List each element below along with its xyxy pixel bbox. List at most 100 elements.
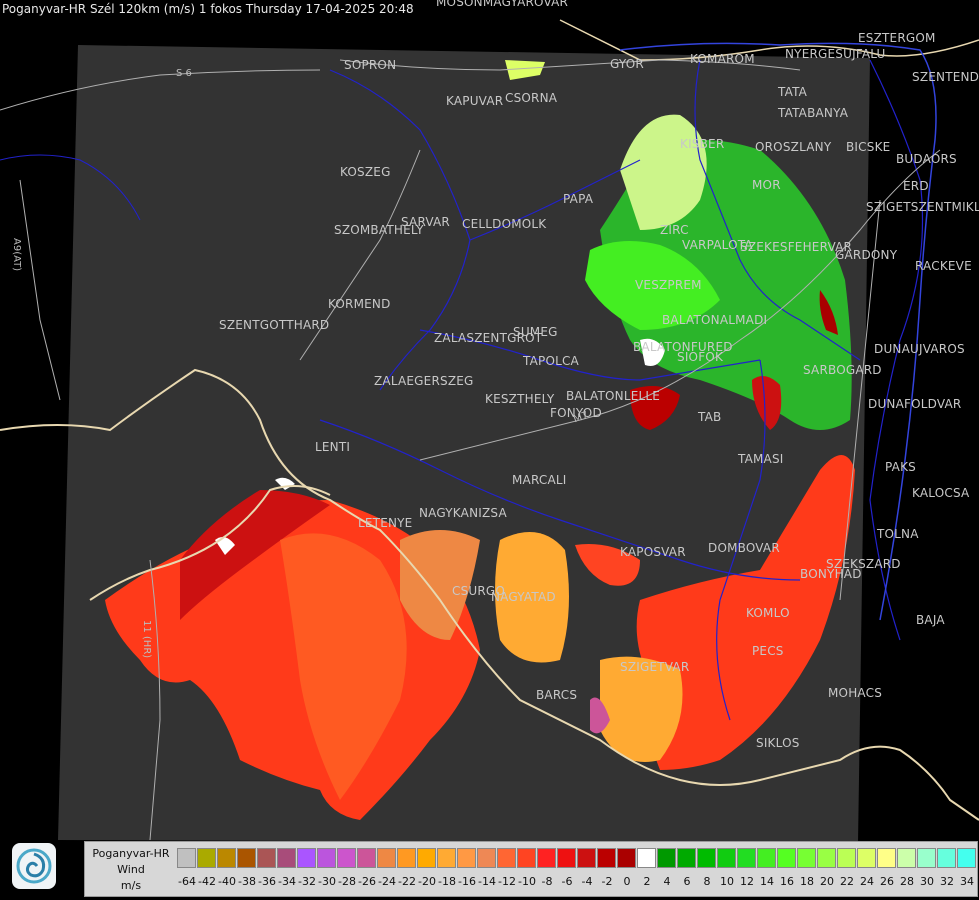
legend-ticks: -64 -42 -40 -38 -36 -34 -32 -30 -28 -26 -24 -22 -20-… [177, 875, 979, 888]
legend-tick-label: -40 [218, 875, 236, 888]
place-label-balatonfured: BALATONFURED [633, 340, 733, 354]
wind-echo-red-center [630, 386, 680, 430]
place-label-komarom: KOMAROM [690, 52, 755, 66]
legend-swatch [377, 848, 396, 868]
place-label-sumeg: SUMEG [513, 325, 558, 339]
place-label-fonyod: FONYOD [550, 406, 602, 420]
swirl-logo-icon [16, 848, 52, 884]
legend-swatch [737, 848, 756, 868]
place-label-marcali: MARCALI [512, 473, 567, 487]
place-label-mor: MOR [752, 178, 781, 192]
place-label-mosonmagyarovar: MOSONMAGYAROVAR [436, 0, 569, 9]
legend-swatch [817, 848, 836, 868]
place-label-kaposvar: KAPOSVAR [620, 545, 686, 559]
place-label-nagyatad: NAGYATAD [491, 590, 556, 604]
road-label-s6: S 6 [176, 68, 192, 79]
place-label-szigetszentmiklos: SZIGETSZENTMIKLOS [866, 200, 979, 214]
legend-swatch [857, 848, 876, 868]
place-label-barcs: BARCS [536, 688, 578, 702]
legend-tick-label: -42 [198, 875, 216, 888]
legend-swatch [177, 848, 196, 868]
legend-swatch [617, 848, 636, 868]
wind-echo-orange-nagyatad [495, 532, 569, 663]
legend-swatch [337, 848, 356, 868]
wind-echo-darkred-ne [819, 290, 838, 335]
place-label-kisber: KISBER [680, 137, 725, 151]
legend-swatch [197, 848, 216, 868]
place-label-celldomolk: CELLDOMOLK [462, 217, 547, 231]
legend-swatch [457, 848, 476, 868]
wind-echo-white-2 [215, 536, 235, 555]
place-label-papa: PAPA [563, 192, 594, 206]
country-border [0, 368, 979, 821]
legend-quantity: Wind [117, 863, 145, 876]
legend-swatch [437, 848, 456, 868]
legend-swatch [417, 848, 436, 868]
legend-tick-label: 30 [920, 875, 934, 888]
wind-echo-lightgreen [620, 114, 707, 230]
wind-echo-red-se [636, 455, 855, 770]
wind-echo-orange-sw [280, 533, 407, 800]
place-label-mohacs: MOHACS [828, 686, 883, 700]
legend-tick-label: -2 [601, 875, 613, 888]
legend-swatch [777, 848, 796, 868]
place-label-gardony: GARDONY [835, 248, 898, 262]
place-label-bonyhad: BONYHAD [800, 567, 862, 581]
place-label-paks: PAKS [885, 460, 916, 474]
place-label-kalocsa: KALOCSA [912, 486, 970, 500]
legend-tick-label: -32 [298, 875, 316, 888]
place-label-szekszard: SZEKSZARD [826, 557, 901, 571]
place-label-siofok: SIOFOK [677, 350, 724, 364]
legend-tick-label: -4 [581, 875, 593, 888]
legend-tick-label: -8 [541, 875, 553, 888]
place-label-kormend: KORMEND [328, 297, 391, 311]
place-label-sarbogard: SARBOGARD [803, 363, 882, 377]
place-label-zalaegerszeg: ZALAEGERSZEG [374, 374, 474, 388]
county-border-7 [869, 59, 924, 641]
legend-swatch [697, 848, 716, 868]
wind-echo-purple [590, 697, 610, 734]
legend-swatch [257, 848, 276, 868]
place-label-pecs: PECS [752, 644, 784, 658]
county-border-6 [716, 359, 766, 721]
legend-caption: Poganyvar-HR Wind m/s [85, 846, 177, 894]
legend-tick-label: -20 [418, 875, 436, 888]
road-m86 [299, 149, 421, 361]
legend-swatch [357, 848, 376, 868]
place-label-budaors: BUDAORS [896, 152, 957, 166]
place-label-oroszlany: OROSZLANY [755, 140, 832, 154]
road-hr [149, 559, 161, 841]
legend-tick-label: 22 [840, 875, 854, 888]
place-label-siklos: SIKLOS [756, 736, 800, 750]
place-label-szigetvar: SZIGETVAR [620, 660, 690, 674]
river-danube [619, 42, 937, 621]
place-label-letenye: LETENYE [358, 516, 413, 530]
legend-tick-label: 8 [703, 875, 711, 888]
wind-echo-brightgreen [585, 241, 720, 330]
place-label-komlo: KOMLO [746, 606, 790, 620]
county-border-8 [0, 154, 141, 221]
road-m1 [339, 59, 801, 71]
place-label-csorna: CSORNA [505, 91, 558, 105]
legend-tick-label: -22 [398, 875, 416, 888]
radar-title: Poganyvar-HR Szél 120km (m/s) 1 fokos Th… [2, 2, 414, 16]
legend-tick-label: 12 [740, 875, 754, 888]
place-label-szombathely: SZOMBATHELY [334, 223, 424, 237]
met-service-logo [12, 843, 56, 889]
legend-swatch [957, 848, 976, 868]
place-label-tolna: TOLNA [877, 527, 919, 541]
county-border-4 [319, 419, 801, 581]
place-label-veszprem: VESZPREM [635, 278, 702, 292]
legend-tick-label: -38 [238, 875, 256, 888]
place-label-tamasi: TAMASI [738, 452, 784, 466]
county-border-5 [694, 59, 861, 361]
legend-swatch [297, 848, 316, 868]
legend-tick-label: 2 [643, 875, 651, 888]
place-label-balatonlelle: BALATONLELLE [566, 389, 661, 403]
place-label-nyergesujfalu: NYERGESUJFALU [785, 47, 886, 61]
country-border-hr [89, 485, 331, 601]
place-label-szekesfehervar: SZEKESFEHERVAR [740, 240, 853, 254]
legend-tick-label: -10 [518, 875, 536, 888]
legend-tick-label: -16 [458, 875, 476, 888]
legend-unit: m/s [120, 879, 142, 892]
